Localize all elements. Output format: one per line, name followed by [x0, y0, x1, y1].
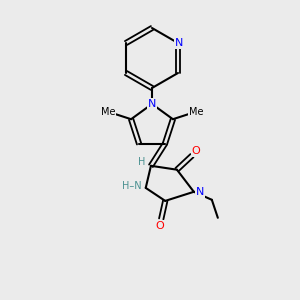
Text: N: N	[196, 187, 204, 197]
Text: O: O	[192, 146, 200, 156]
Text: N: N	[148, 99, 156, 109]
Text: Me: Me	[100, 107, 115, 117]
Text: O: O	[156, 221, 165, 231]
Text: H–N: H–N	[122, 181, 142, 191]
Text: N: N	[175, 38, 183, 48]
Text: Me: Me	[189, 107, 203, 117]
Text: H: H	[138, 157, 146, 167]
